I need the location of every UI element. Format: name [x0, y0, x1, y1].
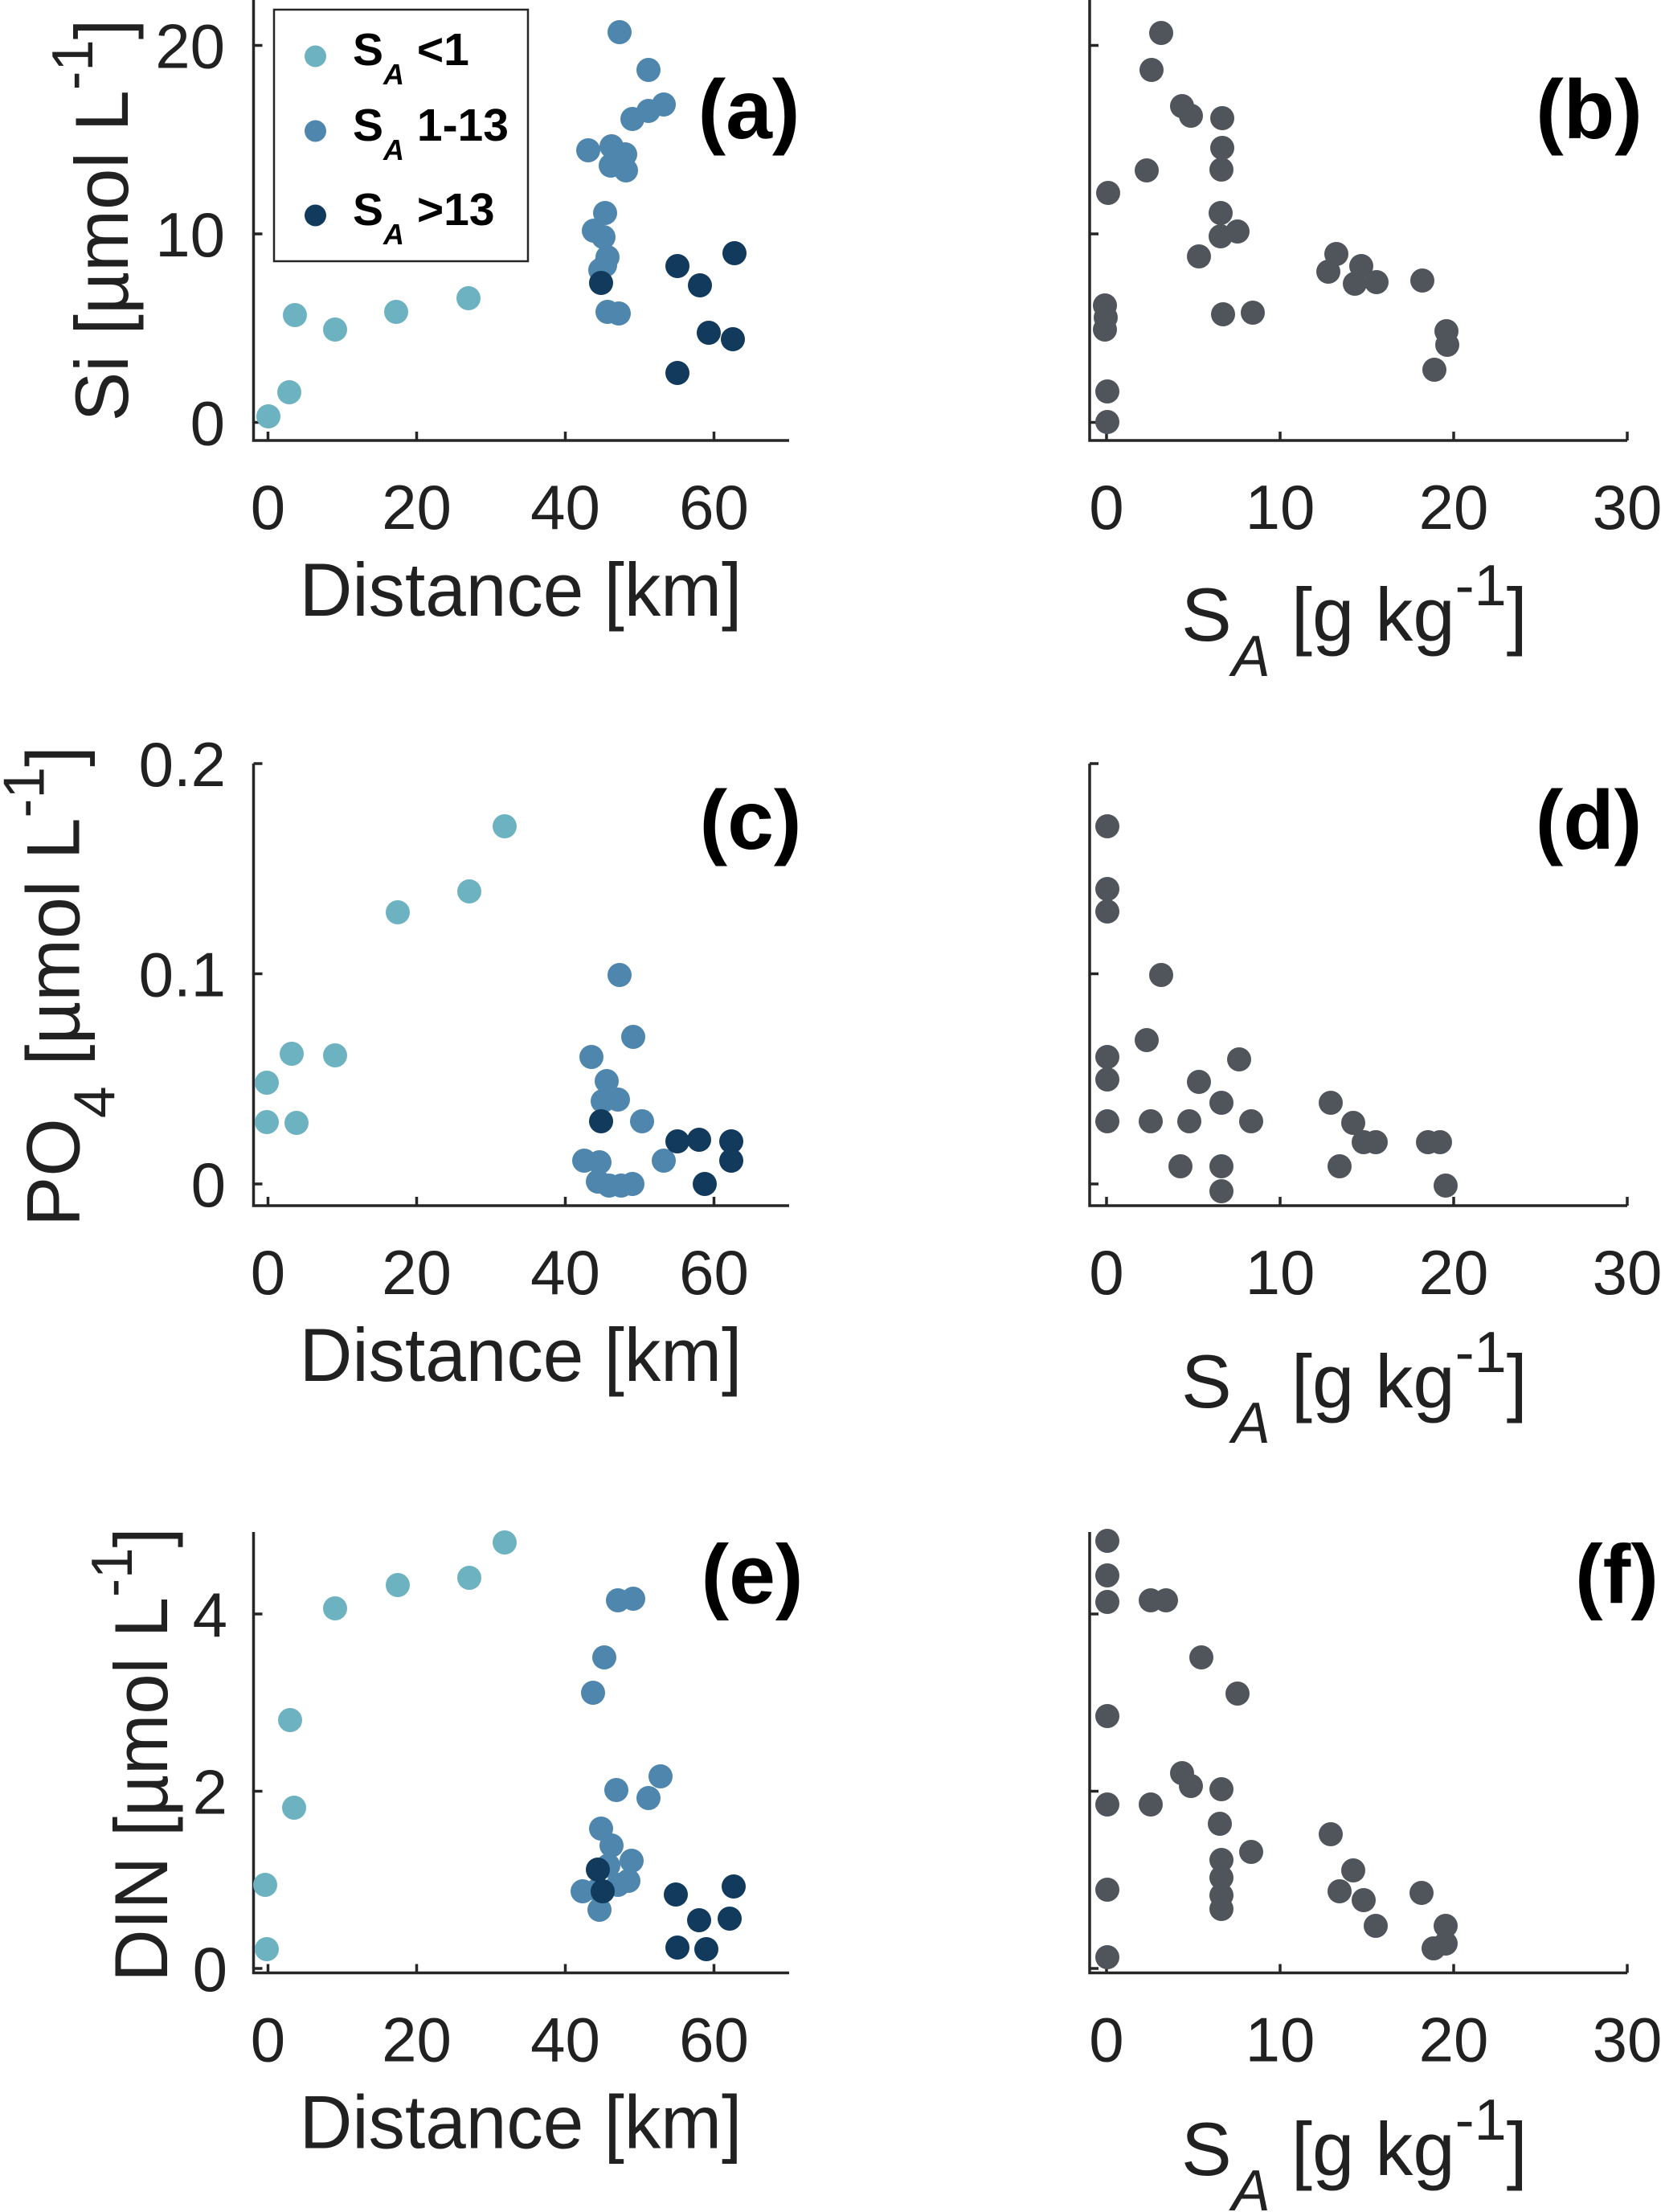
svg-text:0.2: 0.2 [139, 729, 226, 800]
svg-text:0: 0 [190, 388, 225, 459]
svg-text:60: 60 [679, 2005, 749, 2075]
svg-text:4: 4 [193, 1579, 227, 1650]
svg-text:0: 0 [1089, 1237, 1123, 1308]
svg-text:(f): (f) [1575, 1529, 1659, 1622]
svg-text:0: 0 [1089, 472, 1123, 543]
svg-text:20: 20 [382, 2005, 452, 2075]
svg-text:40: 40 [530, 472, 600, 543]
svg-text:60: 60 [679, 1237, 749, 1308]
svg-text:30: 30 [1593, 472, 1661, 543]
svg-text:0: 0 [251, 472, 285, 543]
svg-text:0: 0 [251, 2005, 285, 2075]
svg-text:30: 30 [1593, 1237, 1661, 1308]
svg-text:10: 10 [1246, 472, 1315, 543]
svg-text:10: 10 [155, 199, 225, 270]
svg-text:40: 40 [530, 2005, 600, 2075]
svg-text:0: 0 [251, 1237, 285, 1308]
svg-text:40: 40 [530, 1237, 600, 1308]
svg-text:(e): (e) [701, 1529, 803, 1622]
svg-text:Distance [km]: Distance [km] [300, 547, 743, 633]
svg-text:Distance [km]: Distance [km] [300, 2079, 743, 2165]
svg-text:2: 2 [193, 1757, 227, 1828]
svg-text:Distance [km]: Distance [km] [300, 1313, 743, 1398]
svg-text:10: 10 [1246, 2005, 1315, 2075]
svg-text:0: 0 [1089, 2005, 1123, 2075]
svg-text:20: 20 [382, 472, 452, 543]
svg-text:20: 20 [155, 11, 225, 82]
svg-text:20: 20 [1419, 2005, 1489, 2075]
svg-text:60: 60 [679, 472, 749, 543]
svg-text:20: 20 [382, 1237, 452, 1308]
svg-text:20: 20 [1419, 1237, 1489, 1308]
svg-text:20: 20 [1419, 472, 1489, 543]
svg-text:(b): (b) [1536, 63, 1643, 157]
svg-text:30: 30 [1593, 2005, 1661, 2075]
svg-text:(a): (a) [698, 63, 800, 157]
svg-text:0: 0 [193, 1934, 227, 2005]
svg-text:10: 10 [1246, 1237, 1315, 1308]
svg-text:(c): (c) [699, 774, 801, 867]
svg-text:0.1: 0.1 [139, 940, 226, 1010]
svg-text:0: 0 [191, 1149, 226, 1220]
svg-text:(d): (d) [1536, 774, 1643, 867]
